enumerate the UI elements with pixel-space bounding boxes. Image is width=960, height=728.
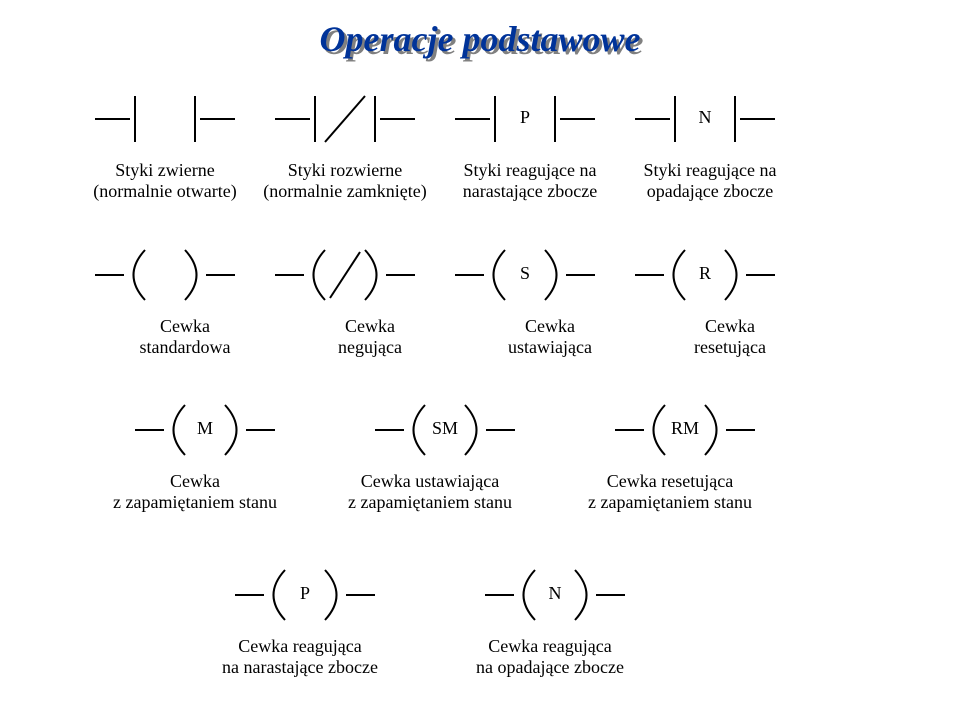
symbol-label: Cewka resetująca z zapamiętaniem stanu [560, 471, 780, 513]
symbol-contact-nc [270, 84, 420, 154]
symbol-label: Cewka z zapamiętaniem stanu [85, 471, 305, 513]
symbol-coil-diag [270, 240, 420, 310]
symbol-contact-p: N [630, 84, 780, 154]
svg-text:P: P [520, 107, 530, 127]
svg-text:M: M [197, 418, 213, 438]
svg-text:S: S [520, 263, 530, 283]
title-text: Operacje podstawowe [320, 19, 641, 59]
symbol-coil: RM [610, 395, 760, 465]
svg-text:RM: RM [671, 418, 699, 438]
symbol-label: Cewka resetująca [620, 316, 840, 358]
symbol-coil: N [480, 560, 630, 630]
symbol-label: Cewka reagująca na opadające zbocze [440, 636, 660, 678]
svg-text:N: N [699, 107, 712, 127]
symbol-contact-no [90, 84, 240, 154]
svg-text:P: P [300, 583, 310, 603]
svg-text:R: R [699, 263, 711, 283]
symbol-label: Cewka ustawiająca z zapamiętaniem stanu [320, 471, 540, 513]
symbol-coil: SM [370, 395, 520, 465]
symbol-coil: P [230, 560, 380, 630]
symbol-label: Styki reagujące na opadające zbocze [600, 160, 820, 202]
symbol-coil: S [450, 240, 600, 310]
page-title: Operacje podstawowe Operacje podstawowe [0, 18, 960, 60]
symbol-coil: R [630, 240, 780, 310]
svg-text:SM: SM [432, 418, 458, 438]
symbol-coil [90, 240, 240, 310]
symbol-contact-p: P [450, 84, 600, 154]
symbol-coil: M [130, 395, 280, 465]
symbol-label: Cewka reagująca na narastające zbocze [190, 636, 410, 678]
svg-text:N: N [549, 583, 562, 603]
